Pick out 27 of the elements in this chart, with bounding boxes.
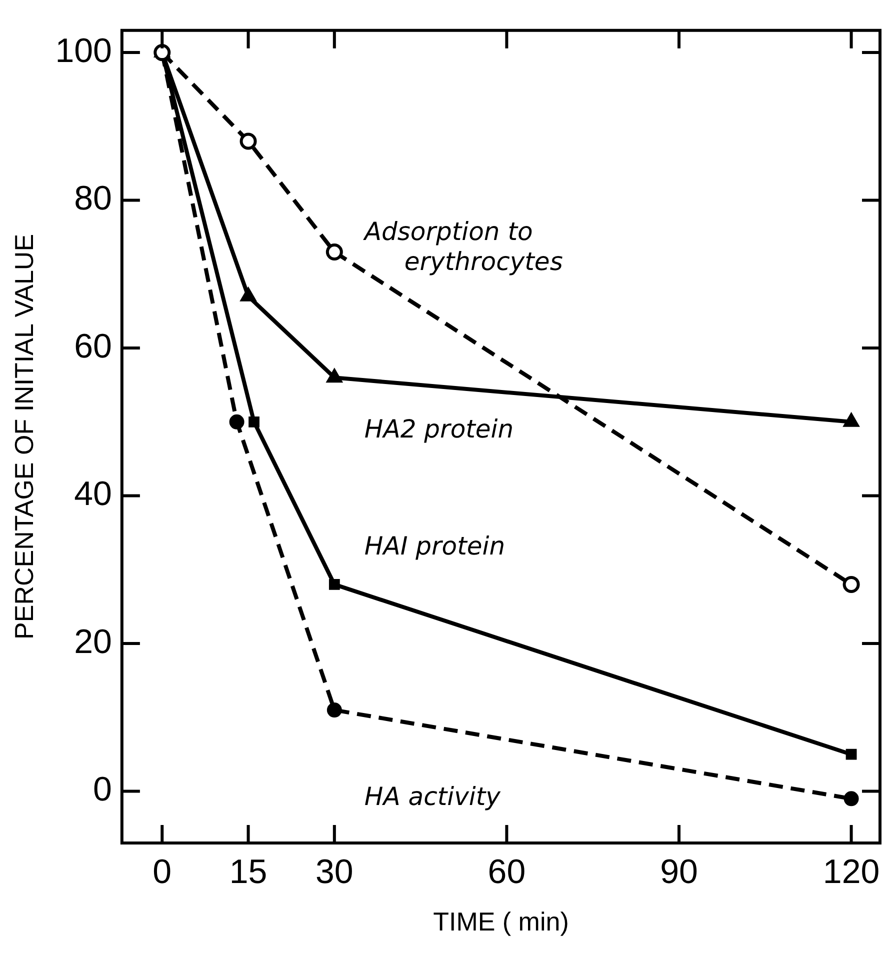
point: [842, 576, 860, 593]
point: [844, 791, 859, 806]
point: [248, 416, 260, 428]
x-tick-label: 90: [660, 852, 698, 891]
x-tick-label: 0: [152, 852, 172, 891]
point: [229, 414, 244, 430]
y-tick-label: 0: [93, 770, 112, 809]
series-label: HA2 protein: [364, 414, 514, 444]
x-tick-label: 30: [316, 852, 354, 891]
x-tick-label: 15: [229, 852, 268, 891]
series-label: HAI protein: [364, 531, 506, 560]
x-axis-title: TIME ( min): [433, 906, 569, 937]
y-axis-title: PERCENTAGE OF INITIAL VALUE: [8, 234, 39, 640]
series-label: Adsorption to erythrocytes: [362, 217, 563, 276]
point: [326, 702, 342, 718]
point: [326, 244, 343, 261]
y-tick-label: 80: [74, 180, 112, 218]
x-tick-label: 60: [488, 852, 526, 891]
point: [240, 132, 257, 150]
y-tick-label: 40: [74, 475, 112, 514]
x-tick-label: 120: [822, 852, 880, 891]
y-tick-label: 100: [55, 32, 112, 70]
point: [328, 578, 340, 590]
series-label: HA activity: [364, 782, 502, 812]
point: [846, 748, 857, 760]
y-tick-label: 60: [74, 327, 112, 366]
y-tick-label: 20: [74, 622, 112, 661]
